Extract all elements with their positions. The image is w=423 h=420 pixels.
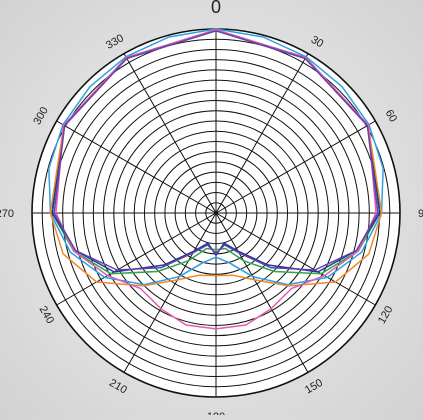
angle-label: 270	[0, 208, 14, 220]
angle-label: 150	[303, 377, 325, 397]
series-line	[51, 29, 381, 273]
polar-grid	[31, 28, 401, 398]
angle-label: 90	[418, 208, 423, 220]
angle-label: 330	[104, 32, 126, 52]
series-line	[55, 29, 377, 330]
angle-label: 210	[107, 377, 129, 397]
angle-label: 60	[383, 108, 400, 125]
grid-spoke	[215, 212, 309, 373]
angle-label: 180	[207, 411, 225, 415]
grid-spoke	[56, 120, 217, 214]
angle-label: 120	[376, 304, 396, 326]
grid-spoke	[123, 212, 217, 373]
series-line	[48, 28, 384, 286]
grid-spoke	[215, 212, 376, 306]
grid-spoke	[215, 53, 309, 214]
grid-spoke	[215, 120, 376, 214]
series-line	[49, 29, 383, 287]
grid-spoke	[56, 212, 217, 306]
angle-label: 30	[309, 34, 326, 51]
angle-label: 0	[211, 0, 221, 17]
series-group	[48, 28, 384, 330]
series-line	[53, 30, 379, 271]
angle-label: 300	[31, 105, 51, 127]
angle-label: 240	[37, 304, 57, 326]
grid-spoke	[123, 53, 217, 214]
